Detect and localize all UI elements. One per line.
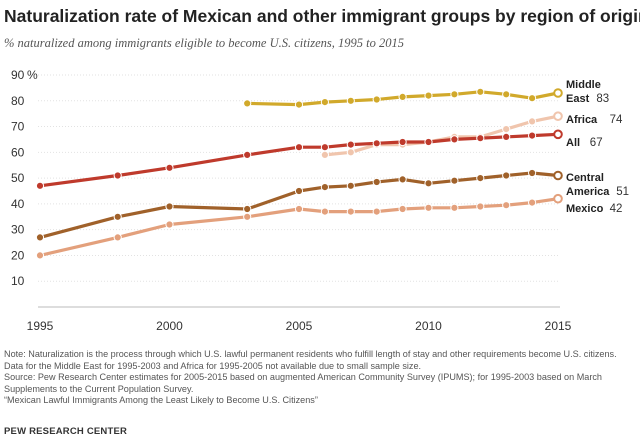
data-point-middle-east <box>424 91 433 100</box>
data-point-central-america <box>113 212 122 221</box>
data-point-all <box>165 163 174 172</box>
y-tick-label: 20 <box>11 248 25 262</box>
series-label-central-america: America <box>566 186 610 198</box>
data-point-africa <box>346 148 355 157</box>
data-point-central-america <box>476 174 485 183</box>
data-point-all <box>528 131 537 140</box>
data-point-all <box>450 135 459 144</box>
data-point-mexico <box>528 198 537 207</box>
data-point-middle-east <box>502 90 511 99</box>
data-point-africa <box>528 117 537 126</box>
y-tick-label: 30 <box>11 223 25 237</box>
line-chart: 10 20 30 40 50 60 70 80 90 % 1995 2000 2005 2010 2015 M… <box>11 68 629 333</box>
data-point-mexico <box>294 204 304 214</box>
data-point-mexico <box>165 220 174 229</box>
data-point-africa <box>502 125 511 134</box>
data-point-central-america <box>502 171 511 180</box>
data-point-all <box>243 150 252 159</box>
data-point-mexico <box>424 203 433 212</box>
data-point-central-america <box>424 179 433 188</box>
data-point-middle-east <box>243 99 252 108</box>
organization-credit: PEW RESEARCH CENTER <box>4 426 128 437</box>
data-point-mexico <box>502 201 511 210</box>
data-point-central-america <box>320 183 329 192</box>
data-point-mexico <box>450 203 459 212</box>
data-point-mexico <box>320 207 329 216</box>
data-point-mexico <box>372 207 381 216</box>
y-tick-label: 80 <box>11 94 25 108</box>
x-tick-label: 2005 <box>286 319 313 333</box>
data-point-central-america <box>243 204 252 214</box>
series-end-value-central-america: 51 <box>616 186 629 198</box>
series-end-value-all: 67 <box>590 137 603 149</box>
data-point-mexico <box>553 193 563 204</box>
data-point-central-america <box>346 181 355 190</box>
y-tick-label: 70 <box>11 120 25 134</box>
data-point-africa <box>320 150 329 159</box>
chart-subtitle: % naturalized among immigrants eligible … <box>4 36 404 50</box>
x-tick-label: 1995 <box>27 319 54 333</box>
data-point-all <box>398 137 407 147</box>
data-point-all <box>476 134 485 143</box>
data-point-middle-east <box>372 95 381 104</box>
series-label-all: All <box>566 137 580 149</box>
data-point-all <box>502 132 511 141</box>
data-point-all <box>553 129 563 140</box>
y-tick-label: 50 <box>11 171 25 185</box>
x-tick-label: 2000 <box>156 319 183 333</box>
data-point-middle-east <box>320 98 329 107</box>
data-point-mexico <box>243 212 252 221</box>
y-tick-label: 40 <box>11 197 25 211</box>
data-point-all <box>424 137 433 147</box>
data-point-all <box>372 139 381 148</box>
data-point-middle-east <box>553 88 563 98</box>
data-point-central-america <box>528 168 537 178</box>
data-point-africa <box>553 111 563 121</box>
data-point-central-america <box>294 186 304 196</box>
data-point-all <box>35 181 45 190</box>
series-label-mexico: Mexico <box>566 203 604 215</box>
data-point-central-america <box>398 175 407 184</box>
data-point-middle-east <box>450 90 459 99</box>
series-label-central-america: Central <box>566 172 604 184</box>
series-label-middle-east: Middle <box>566 79 601 91</box>
data-point-middle-east <box>528 94 537 103</box>
data-point-mexico <box>35 251 45 260</box>
source-text: Source: Pew Research Center estimates fo… <box>4 372 602 394</box>
data-point-central-america <box>450 176 459 185</box>
series-label-middle-east: East <box>566 93 590 105</box>
data-point-mexico <box>346 207 355 216</box>
x-tick-label: 2015 <box>545 319 572 333</box>
series-end-value-middle-east: 83 <box>596 93 609 105</box>
data-point-central-america <box>553 170 563 181</box>
data-point-all <box>294 143 304 152</box>
series-label-africa: Africa <box>566 114 598 126</box>
data-point-mexico <box>476 202 485 211</box>
data-point-central-america <box>165 202 174 211</box>
data-point-central-america <box>35 233 45 242</box>
data-point-mexico <box>398 204 407 214</box>
series-end-value-africa: 74 <box>610 114 623 126</box>
data-point-all <box>320 143 329 152</box>
y-unit-label: % <box>27 68 38 82</box>
series-end-value-mexico: 42 <box>610 203 623 215</box>
data-point-middle-east <box>398 92 407 102</box>
chart-title: Naturalization rate of Mexican and other… <box>4 6 640 26</box>
x-tick-label: 2010 <box>415 319 442 333</box>
data-point-middle-east <box>476 87 485 96</box>
series-line-middle-east <box>245 90 560 107</box>
y-tick-label: 60 <box>11 145 25 159</box>
data-point-central-america <box>372 177 381 187</box>
data-point-middle-east <box>346 96 355 105</box>
data-point-middle-east <box>294 100 304 109</box>
data-point-all <box>113 171 122 180</box>
y-tick-label: 10 <box>11 274 25 288</box>
note-text: Note: Naturalization is the process thro… <box>4 349 617 371</box>
y-tick-label: 90 <box>11 68 25 82</box>
report-title: “Mexican Lawful Immigrants Among the Lea… <box>4 395 318 406</box>
chart-notes: Note: Naturalization is the process thro… <box>4 349 638 407</box>
data-point-all <box>346 140 355 149</box>
data-point-mexico <box>113 233 122 242</box>
